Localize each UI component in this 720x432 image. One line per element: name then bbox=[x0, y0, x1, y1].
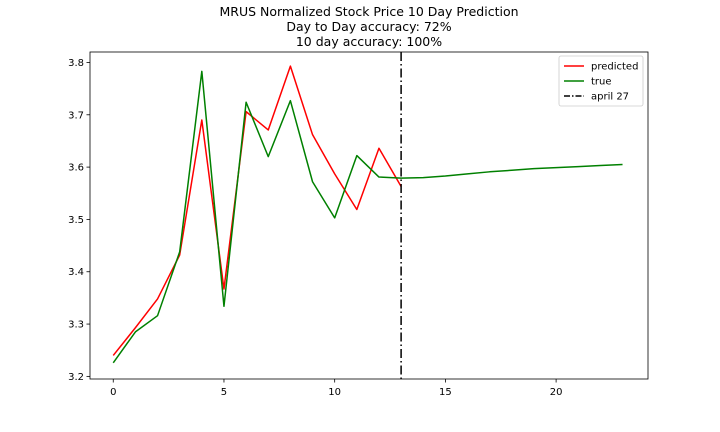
legend-label-predicted: predicted bbox=[591, 62, 638, 73]
series-line-predicted bbox=[112, 65, 402, 356]
x-tick-label: 15 bbox=[439, 387, 452, 398]
chart-title-line-3: 10 day accuracy: 100% bbox=[296, 34, 442, 49]
x-tick-label: 10 bbox=[328, 387, 341, 398]
chart-title: MRUS Normalized Stock Price 10 Day Predi… bbox=[219, 4, 518, 49]
x-tick-label: 5 bbox=[221, 387, 227, 398]
legend-label-april-27: april 27 bbox=[591, 92, 629, 103]
axes-frame bbox=[89, 51, 649, 380]
x-tick-label: 20 bbox=[550, 387, 563, 398]
chart-title-line-1: MRUS Normalized Stock Price 10 Day Predi… bbox=[219, 4, 518, 19]
legend: predicted true april 27 bbox=[558, 55, 644, 107]
legend-label-true: true bbox=[591, 77, 612, 88]
x-axis: 0 5 10 15 20 bbox=[110, 379, 562, 398]
series-line-true bbox=[112, 70, 623, 364]
plot-area bbox=[112, 52, 623, 379]
y-tick-label: 3.3 bbox=[68, 320, 84, 331]
y-axis: 3.2 3.3 3.4 3.5 3.6 3.7 3.8 bbox=[68, 58, 90, 383]
y-tick-label: 3.8 bbox=[68, 58, 84, 69]
y-tick-label: 3.5 bbox=[68, 215, 84, 226]
legend-frame bbox=[558, 55, 644, 107]
x-tick-label: 0 bbox=[110, 387, 116, 398]
chart-title-line-2: Day to Day accuracy: 72% bbox=[286, 19, 451, 34]
y-tick-label: 3.7 bbox=[68, 110, 84, 121]
y-tick-label: 3.2 bbox=[68, 372, 84, 383]
y-tick-label: 3.4 bbox=[68, 267, 84, 278]
y-tick-label: 3.6 bbox=[68, 163, 84, 174]
